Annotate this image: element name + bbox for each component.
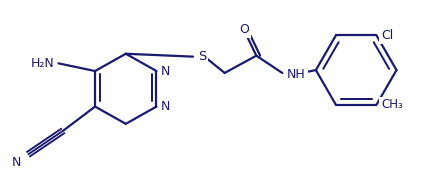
Text: H₂N: H₂N [31,57,55,70]
Text: NH: NH [287,68,306,81]
Text: Cl: Cl [381,29,394,42]
Text: N: N [160,100,170,113]
Text: CH₃: CH₃ [381,98,403,111]
Text: S: S [198,50,206,63]
Text: N: N [12,156,21,169]
Text: N: N [160,64,170,77]
Text: O: O [239,23,249,36]
